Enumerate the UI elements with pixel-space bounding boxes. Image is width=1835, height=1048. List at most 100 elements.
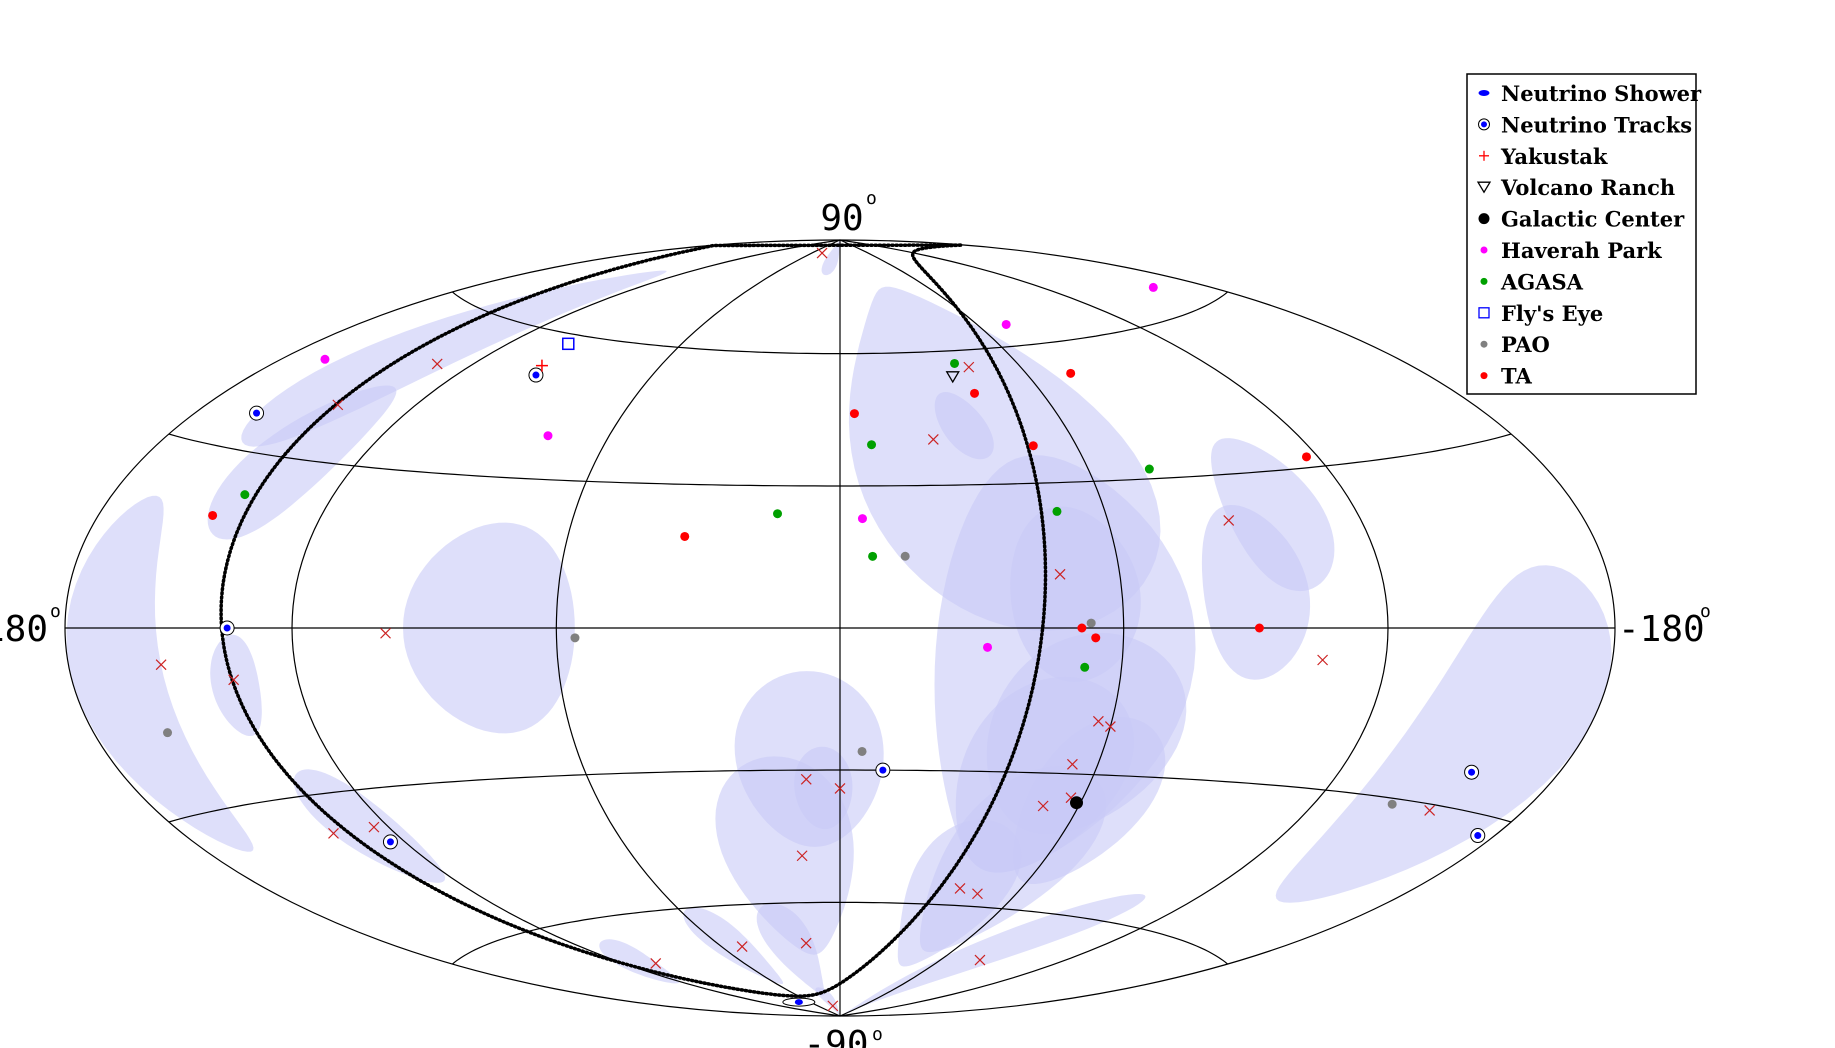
legend-label: TA: [1501, 364, 1532, 389]
neutrino-shower-center: [827, 1000, 839, 1012]
coordinate-grid: [64, 239, 1616, 1017]
neutrino-track-point: [875, 762, 891, 778]
pao-point: [1086, 618, 1096, 628]
agasa-point: [867, 440, 877, 450]
legend-marker: [1478, 307, 1490, 319]
neutrino-shower-center: [963, 361, 975, 373]
legend-label: Neutrino Shower: [1501, 81, 1702, 106]
volcano-ranch-point: [945, 371, 960, 384]
legend-item-shower: Neutrino Shower: [1478, 81, 1702, 106]
neutrino-shower-center: [954, 883, 966, 894]
meridian-line: [839, 239, 1125, 1017]
legend-item-flyseye: Fly's Eye: [1478, 301, 1603, 326]
error-region: [756, 903, 825, 996]
ta-point: [680, 531, 690, 541]
error-region: [715, 756, 854, 955]
error-region: [683, 907, 784, 984]
legend-item-tracks: Neutrino Tracks: [1478, 112, 1692, 137]
agasa-point: [868, 551, 878, 561]
legend-marker: [1480, 340, 1488, 348]
cosmic-ray-events: [155, 247, 1486, 1012]
error-region: [821, 240, 840, 276]
neutrino-track-point: [1464, 764, 1480, 780]
error-region: [66, 495, 254, 852]
neutrino-error-regions: [66, 240, 1612, 1016]
neutrino-shower-center: [1037, 800, 1049, 812]
tick-label-right: -180: [1618, 609, 1705, 650]
legend-label: Neutrino Tracks: [1501, 112, 1692, 137]
neutrino-shower-center: [800, 773, 812, 785]
meridian-line: [291, 239, 841, 1017]
neutrino-shower-center: [796, 850, 808, 862]
legend-item-gc: Galactic Center: [1478, 207, 1685, 232]
tick-degree-top: o: [866, 188, 877, 209]
neutrino-shower-center: [328, 827, 339, 839]
yakutsk-point: [535, 359, 548, 372]
error-region: [840, 894, 1146, 1016]
ta-point: [1301, 452, 1311, 462]
neutrino-shower-center: [332, 399, 344, 411]
error-region: [934, 392, 994, 460]
tick-degree-right: o: [1700, 601, 1711, 622]
legend-item-pao: PAO: [1480, 332, 1550, 357]
haverah-park-point: [543, 431, 553, 441]
legend: Neutrino Shower Neutrino Tracks Yakustak Vo…: [1466, 73, 1702, 395]
ta-point: [970, 388, 980, 398]
neutrino-track-point: [528, 367, 544, 383]
supergalactic-plane-line: [219, 243, 1048, 998]
tick-label-bottom: -90: [803, 1024, 868, 1048]
agasa-point: [1080, 662, 1090, 672]
neutrino-shower-center: [974, 954, 986, 966]
haverah-park-point: [1148, 282, 1158, 292]
ta-point: [1091, 633, 1101, 643]
error-region: [210, 634, 262, 736]
legend-marker: [1476, 181, 1492, 194]
agasa-point: [950, 358, 960, 368]
pao-point: [570, 633, 580, 643]
legend-item-haverah: Haverah Park: [1480, 238, 1662, 263]
meridian-line: [555, 239, 841, 1017]
neutrino-track-point: [382, 834, 398, 850]
agasa-point: [773, 509, 783, 519]
neutrino-track-point: [249, 405, 265, 421]
ta-point: [1254, 623, 1264, 633]
neutrino-shower-point: [782, 997, 816, 1007]
haverah-park-point: [857, 514, 867, 524]
tick-label-top: 90: [820, 198, 863, 239]
tick-degree-bottom: o: [872, 1024, 883, 1045]
neutrino-shower-center: [431, 358, 443, 370]
tick-degree-left: o: [50, 601, 61, 622]
ta-point: [1028, 441, 1038, 451]
neutrino-shower-center: [368, 821, 380, 833]
legend-item-yakutsk: Yakustak: [1479, 144, 1608, 169]
legend-label: Yakustak: [1500, 144, 1608, 169]
ta-point: [208, 510, 218, 520]
neutrino-shower-center: [1104, 721, 1116, 732]
legend-label: Fly's Eye: [1501, 301, 1603, 326]
legend-marker: [1478, 213, 1490, 225]
legend-marker: [1480, 372, 1488, 380]
neutrino-shower-center: [155, 659, 167, 671]
neutrino-track-point: [219, 620, 235, 636]
neutrino-shower-center: [736, 941, 748, 952]
neutrino-shower-center: [650, 958, 662, 969]
neutrino-shower-center: [800, 937, 812, 949]
error-region: [207, 385, 397, 540]
legend-label: Galactic Center: [1501, 207, 1685, 232]
tick-labels: 90 o -90 o 180 o -180 o: [0, 188, 1711, 1048]
neutrino-shower-center: [1317, 654, 1329, 666]
haverah-park-point: [320, 354, 330, 364]
error-region: [1275, 565, 1612, 903]
haverah-park-point: [983, 642, 993, 652]
legend-item-agasa: AGASA: [1480, 269, 1584, 294]
legend-marker: [1480, 246, 1488, 254]
neutrino-shower-center: [972, 888, 983, 900]
galactic-center-point: [1070, 796, 1084, 810]
legend-label: Haverah Park: [1501, 238, 1662, 263]
agasa-point: [1052, 506, 1062, 516]
neutrino-track-point: [1470, 828, 1486, 844]
ta-point: [1077, 623, 1087, 633]
neutrino-shower-center: [228, 674, 240, 686]
neutrino-shower-center: [1424, 804, 1436, 816]
